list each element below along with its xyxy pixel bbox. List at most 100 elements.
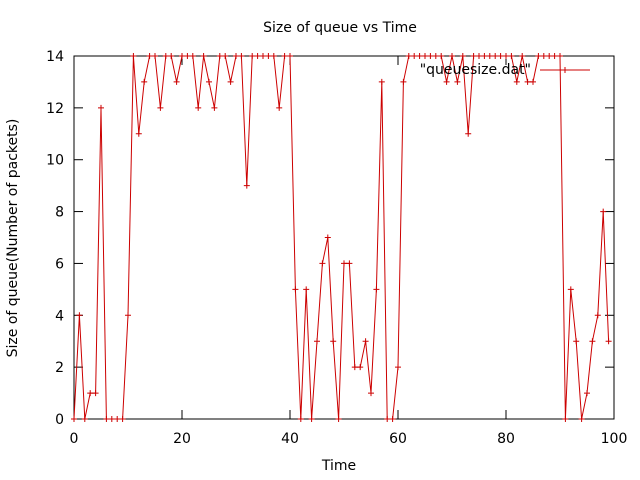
- data-point-marker: [98, 104, 104, 111]
- data-point-marker: [233, 53, 239, 59]
- data-point-marker: [589, 338, 596, 345]
- data-point-marker: [270, 53, 277, 59]
- data-point-marker: [454, 78, 461, 85]
- data-point-marker: [551, 53, 558, 59]
- data-point-marker: [319, 260, 326, 267]
- data-point-marker: [222, 53, 229, 59]
- y-tick-label: 14: [46, 49, 64, 65]
- data-point-marker: [130, 53, 137, 59]
- data-point-marker: [562, 416, 569, 422]
- axes-group: [73, 55, 615, 420]
- data-point-marker: [335, 416, 342, 422]
- data-point-marker: [135, 130, 142, 137]
- data-point-marker: [535, 53, 542, 59]
- data-point-marker: [411, 53, 418, 59]
- data-point-marker: [184, 53, 191, 59]
- y-tick-label: 10: [46, 153, 64, 169]
- data-point-marker: [546, 53, 553, 59]
- data-point-marker: [81, 416, 88, 422]
- data-point-marker: [449, 53, 455, 59]
- data-point-marker: [287, 53, 293, 59]
- data-point-marker: [427, 53, 434, 59]
- data-point-marker: [179, 53, 185, 59]
- data-point-marker: [92, 390, 99, 397]
- x-tick-label: 100: [601, 431, 628, 447]
- data-point-marker: [395, 364, 401, 371]
- data-point-marker: [389, 416, 396, 422]
- data-point-marker: [189, 53, 196, 59]
- data-point-marker: [476, 53, 482, 59]
- data-point-marker: [519, 53, 526, 59]
- data-point-marker: [557, 53, 563, 59]
- data-point-marker: [108, 416, 115, 422]
- data-point-marker: [578, 416, 585, 422]
- data-point-marker: [103, 416, 110, 422]
- data-point-marker: [594, 312, 601, 319]
- legend-point-marker: [562, 67, 568, 73]
- data-point-marker: [238, 53, 245, 59]
- data-point-marker: [351, 364, 358, 371]
- data-point-marker: [211, 104, 218, 111]
- x-tick-label: 40: [281, 431, 299, 447]
- x-tick-label: 60: [389, 431, 407, 447]
- data-point-marker: [497, 53, 504, 59]
- data-point-marker: [324, 234, 331, 241]
- data-point-marker: [470, 53, 477, 59]
- data-point-marker: [227, 78, 234, 85]
- data-point-marker: [308, 416, 315, 422]
- data-point-marker: [573, 338, 580, 345]
- data-point-marker: [162, 53, 169, 59]
- data-point-marker: [438, 53, 445, 59]
- data-point-marker: [405, 53, 412, 59]
- data-point-marker: [146, 53, 153, 59]
- x-tick-label: 80: [497, 431, 515, 447]
- data-point-marker: [341, 260, 347, 267]
- y-tick-label: 6: [55, 256, 64, 272]
- data-point-marker: [254, 53, 261, 59]
- data-point-marker: [368, 390, 374, 397]
- y-axis-label: Size of queue(Number of packets): [5, 119, 21, 358]
- data-point-marker: [584, 390, 590, 397]
- data-point-marker: [486, 53, 493, 59]
- data-point-marker: [195, 104, 202, 111]
- data-point-marker: [114, 416, 121, 422]
- y-tick-label: 12: [46, 101, 64, 117]
- data-point-marker: [141, 78, 148, 85]
- data-point-marker: [540, 53, 547, 59]
- data-point-marker: [530, 78, 536, 85]
- data-point-marker: [303, 286, 310, 293]
- data-point-marker: [508, 53, 515, 59]
- data-point-marker: [276, 104, 283, 111]
- data-point-marker: [281, 53, 288, 59]
- x-tick-label: 0: [70, 431, 79, 447]
- data-point-marker: [265, 53, 272, 59]
- data-point-marker: [87, 390, 94, 397]
- legend: "queuesize.dat": [420, 62, 590, 78]
- data-point-marker: [314, 338, 320, 345]
- data-point-marker: [157, 104, 164, 111]
- data-point-marker: [400, 78, 407, 85]
- data-point-marker: [513, 78, 520, 85]
- data-point-marker: [125, 312, 131, 319]
- data-point-marker: [297, 416, 304, 422]
- data-point-marker: [200, 53, 207, 59]
- data-point-marker: [173, 78, 180, 85]
- data-point-marker: [357, 364, 364, 371]
- ticks-group: 0 20 40 60 80 100 0 2 4 6 8 10 12 14: [46, 49, 627, 447]
- data-point-marker: [71, 416, 77, 422]
- data-point-marker: [362, 338, 369, 345]
- data-point-marker: [567, 286, 574, 293]
- data-point-marker: [216, 53, 223, 59]
- chart-title: Size of queue vs Time: [263, 20, 417, 36]
- data-point-marker: [206, 78, 212, 85]
- data-point-marker: [292, 286, 299, 293]
- legend-label: "queuesize.dat": [420, 62, 531, 78]
- data-point-marker: [346, 260, 353, 267]
- x-axis-label: Time: [321, 458, 356, 474]
- x-tick-label: 20: [173, 431, 191, 447]
- data-point-marker: [152, 53, 158, 59]
- data-point-marker: [443, 78, 450, 85]
- data-point-marker: [249, 53, 256, 59]
- y-tick-label: 0: [55, 412, 64, 428]
